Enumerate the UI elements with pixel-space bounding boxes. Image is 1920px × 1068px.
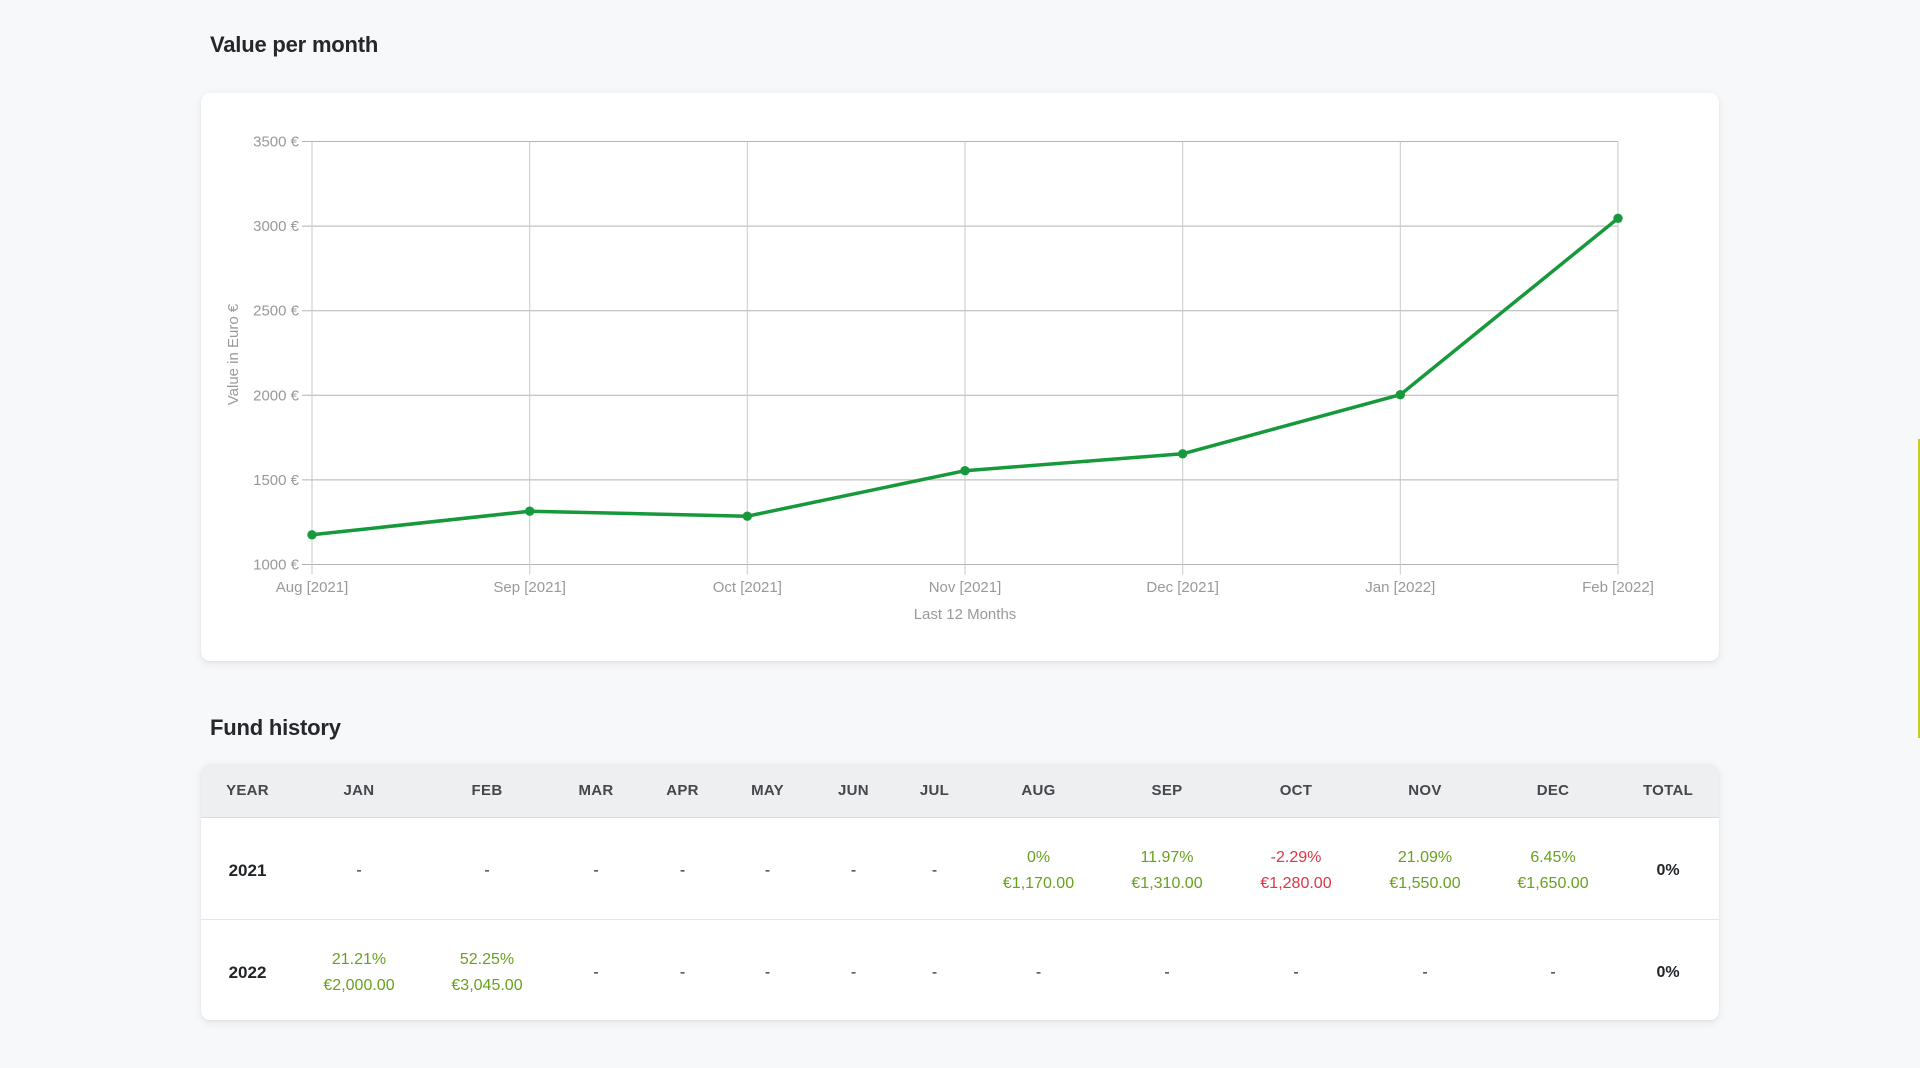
svg-text:Last 12 Months: Last 12 Months (914, 606, 1017, 623)
svg-text:Aug [2021]: Aug [2021] (276, 579, 349, 596)
svg-text:2500 €: 2500 € (253, 303, 300, 320)
svg-text:Dec [2021]: Dec [2021] (1146, 579, 1219, 596)
svg-text:Sep [2021]: Sep [2021] (493, 579, 566, 596)
svg-text:3500 €: 3500 € (253, 134, 300, 151)
svg-text:Oct [2021]: Oct [2021] (713, 579, 782, 596)
svg-text:3000 €: 3000 € (253, 218, 300, 235)
svg-text:Value in Euro €: Value in Euro € (225, 303, 242, 405)
svg-text:Nov [2021]: Nov [2021] (929, 579, 1002, 596)
svg-text:2000 €: 2000 € (253, 387, 300, 404)
svg-text:1000 €: 1000 € (253, 557, 300, 574)
svg-text:Jan [2022]: Jan [2022] (1365, 579, 1435, 596)
svg-text:1500 €: 1500 € (253, 472, 300, 489)
svg-text:Feb [2022]: Feb [2022] (1582, 579, 1654, 596)
